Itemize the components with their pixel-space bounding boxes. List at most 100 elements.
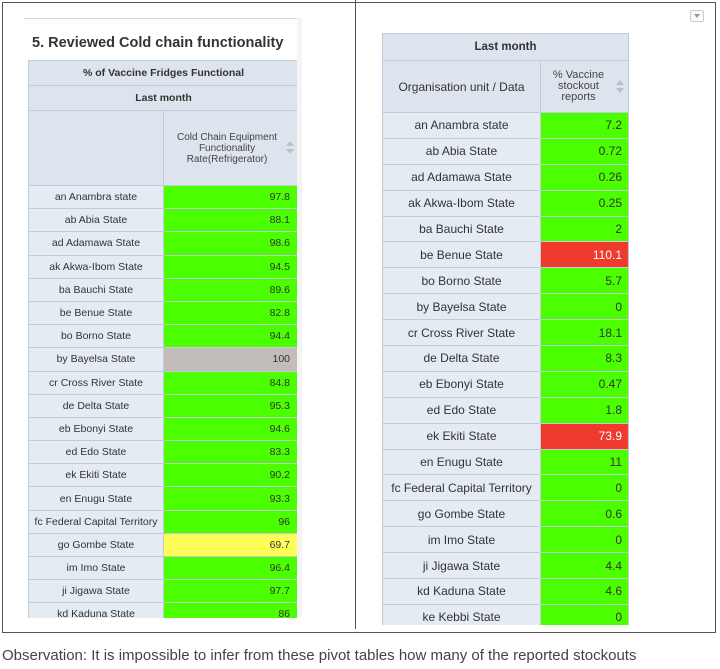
table-row: ab Abia State 0.72 — [382, 137, 630, 165]
column-header-stockout[interactable]: % Vaccine stockout reports — [539, 60, 630, 113]
row-value: 94.4 — [162, 324, 300, 349]
row-org-unit: by Bayelsa State — [28, 347, 164, 372]
row-org-unit: be Benue State — [28, 300, 164, 326]
dropdown-menu-icon[interactable] — [690, 10, 704, 22]
row-value: 69.7 — [162, 532, 300, 558]
row-org-unit: en Enugu State — [28, 486, 164, 511]
card-top-border — [24, 18, 302, 19]
header-period: Last month — [27, 85, 300, 111]
row-value: 86 — [162, 602, 300, 618]
row-org-unit: kd Kaduna State — [28, 602, 164, 618]
row-org-unit: eb Ebonyi State — [28, 416, 164, 442]
row-org-unit: an Anambra state — [382, 112, 541, 139]
row-org-unit: bo Borno State — [382, 267, 541, 295]
table-row: ad Adamawa State 0.26 — [382, 163, 630, 191]
column-header-fridge-rate[interactable]: Cold Chain Equipment Functionality Rate(… — [162, 110, 300, 186]
row-value: 0.47 — [539, 370, 630, 398]
row-value: 7.2 — [539, 112, 630, 139]
header-org-unit: Organisation unit / Data — [382, 60, 541, 113]
row-org-unit: go Gombe State — [28, 532, 164, 558]
row-org-unit: ab Abia State — [28, 208, 164, 233]
row-org-unit: ed Edo State — [382, 396, 541, 424]
table-row: be Benue State 110.1 — [382, 241, 630, 269]
fridge-functionality-pivot-table: % of Vaccine Fridges Functional Last mon… — [27, 60, 300, 618]
row-org-unit: de Delta State — [28, 393, 164, 418]
row-value: 5.7 — [539, 267, 630, 295]
row-org-unit: ad Adamawa State — [382, 163, 541, 191]
outer-frame — [2, 2, 716, 633]
table-row: be Benue State 82.8 — [28, 300, 300, 326]
row-value: 94.6 — [162, 416, 300, 442]
row-value: 2 — [539, 215, 630, 243]
right-dashboard-card: Last month Organisation unit / Data % Va… — [380, 8, 630, 625]
table-row: ba Bauchi State 2 — [382, 215, 630, 243]
table-row: cr Cross River State 84.8 — [28, 370, 300, 395]
table-row: ek Ekiti State 73.9 — [382, 422, 630, 450]
row-value: 0 — [539, 474, 630, 502]
row-org-unit: im Imo State — [382, 526, 541, 554]
row-org-unit: eb Ebonyi State — [382, 370, 541, 398]
row-value: 88.1 — [162, 208, 300, 233]
table-row: ke Kebbi State 0 — [382, 603, 630, 625]
row-value: 96 — [162, 509, 300, 534]
row-value: 83.3 — [162, 440, 300, 465]
row-org-unit: fc Federal Capital Territory — [382, 474, 541, 502]
row-value: 110.1 — [539, 241, 630, 269]
panel-divider — [355, 0, 356, 629]
row-value: 73.9 — [539, 422, 630, 450]
table-row: ed Edo State 1.8 — [382, 396, 630, 424]
row-org-unit: ak Akwa-Ibom State — [28, 254, 164, 279]
row-org-unit: ji Jigawa State — [28, 579, 164, 604]
row-value: 95.3 — [162, 393, 300, 418]
table-row: im Imo State 0 — [382, 526, 630, 554]
left-dashboard-card: 5. Reviewed Cold chain functionality % o… — [24, 18, 302, 618]
row-org-unit: ba Bauchi State — [28, 277, 164, 302]
table-row: ed Edo State 83.3 — [28, 440, 300, 465]
table-row: by Bayelsa State 0 — [382, 293, 630, 321]
table-row: fc Federal Capital Territory 96 — [28, 509, 300, 534]
sort-icon[interactable] — [286, 141, 295, 155]
row-value: 96.4 — [162, 555, 300, 581]
row-org-unit: ji Jigawa State — [382, 552, 541, 580]
table-row: de Delta State 95.3 — [28, 393, 300, 418]
table-row: cr Cross River State 18.1 — [382, 319, 630, 347]
row-value: 4.4 — [539, 552, 630, 580]
row-value: 18.1 — [539, 319, 630, 347]
table-row: de Delta State 8.3 — [382, 345, 630, 372]
row-value: 94.5 — [162, 254, 300, 279]
row-value: 0 — [539, 293, 630, 321]
sort-icon[interactable] — [616, 79, 625, 94]
row-value: 98.6 — [162, 231, 300, 256]
row-value: 97.8 — [162, 184, 300, 210]
table-row: ba Bauchi State 89.6 — [28, 277, 300, 302]
row-value: 0.72 — [539, 137, 630, 165]
column-header-label: % Vaccine stockout reports — [552, 69, 605, 103]
table-row: ab Abia State 88.1 — [28, 208, 300, 233]
row-value: 93.3 — [162, 486, 300, 511]
scrollbar-track[interactable] — [297, 18, 302, 618]
row-org-unit: by Bayelsa State — [382, 293, 541, 321]
row-org-unit: ke Kebbi State — [382, 603, 541, 625]
card-title: 5. Reviewed Cold chain functionality — [32, 35, 284, 51]
table-row: eb Ebonyi State 0.47 — [382, 370, 630, 398]
row-value: 8.3 — [539, 345, 630, 372]
table-row: en Enugu State 11 — [382, 448, 630, 476]
row-org-unit: ed Edo State — [28, 440, 164, 465]
row-org-unit: ab Abia State — [382, 137, 541, 165]
row-value: 100 — [162, 347, 300, 372]
row-value: 0.6 — [539, 500, 630, 528]
row-value: 97.7 — [162, 579, 300, 604]
row-value: 11 — [539, 448, 630, 476]
table-row: kd Kaduna State 4.6 — [382, 578, 630, 605]
row-value: 1.8 — [539, 396, 630, 424]
row-org-unit: bo Borno State — [28, 324, 164, 349]
row-value: 0.26 — [539, 163, 630, 191]
row-org-unit: be Benue State — [382, 241, 541, 269]
header-period: Last month — [381, 33, 630, 61]
table-row: im Imo State 96.4 — [28, 555, 300, 581]
table-row: ji Jigawa State 4.4 — [382, 552, 630, 580]
row-value: 0 — [539, 603, 630, 625]
table-row: kd Kaduna State 86 — [28, 602, 300, 618]
table-row: go Gombe State 0.6 — [382, 500, 630, 528]
row-org-unit: fc Federal Capital Territory — [28, 509, 164, 534]
